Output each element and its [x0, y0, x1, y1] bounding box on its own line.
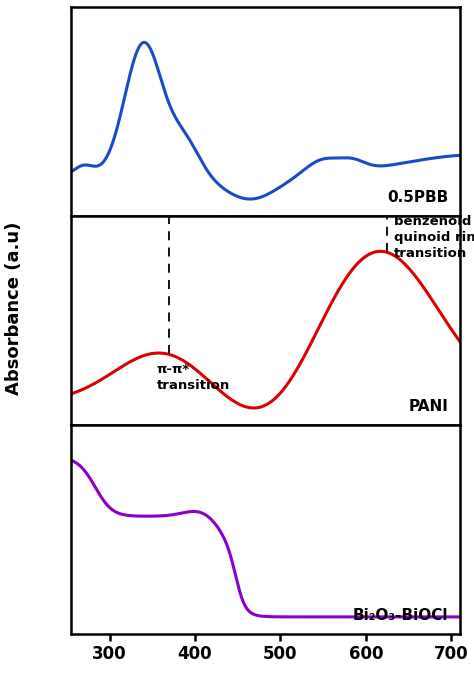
Text: PANI: PANI [408, 399, 448, 414]
Text: Absorbance (a.u): Absorbance (a.u) [5, 221, 23, 395]
Text: benzenoid &
quinoid ring
transition: benzenoid & quinoid ring transition [394, 214, 474, 260]
Text: π-π*
transition: π-π* transition [156, 363, 230, 392]
Text: 0.5PBB: 0.5PBB [387, 190, 448, 205]
Text: Bi₂O₃-BiOCl: Bi₂O₃-BiOCl [353, 608, 448, 623]
